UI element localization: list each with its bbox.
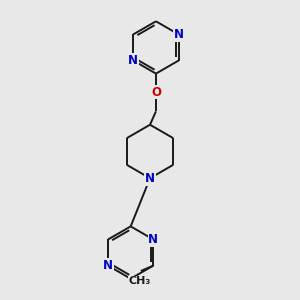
Text: N: N: [174, 28, 184, 41]
Text: CH₃: CH₃: [128, 276, 151, 286]
Text: N: N: [128, 54, 138, 67]
Text: N: N: [145, 172, 155, 185]
Text: N: N: [148, 233, 158, 246]
Text: N: N: [103, 259, 113, 272]
Text: O: O: [151, 85, 161, 98]
